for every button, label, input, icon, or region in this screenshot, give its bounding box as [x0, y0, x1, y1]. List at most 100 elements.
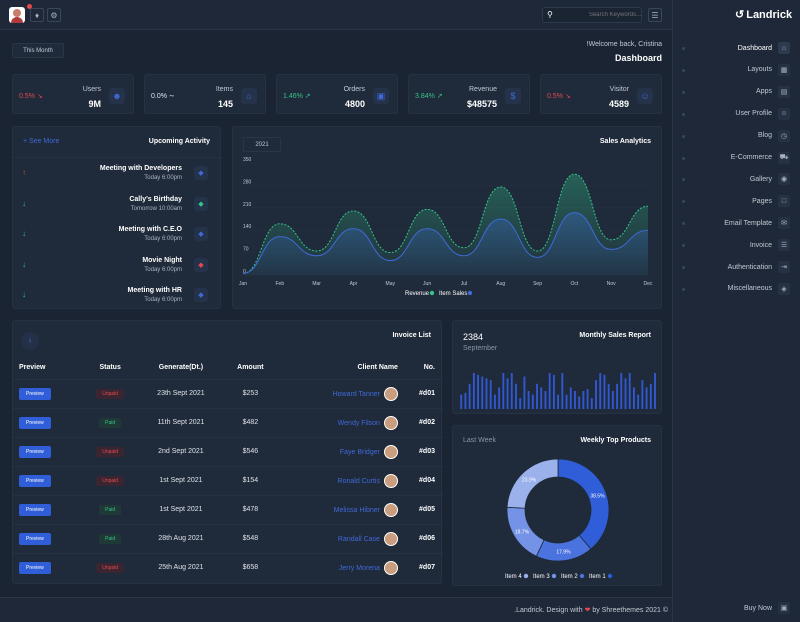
arrow-down-icon: ↓ [22, 198, 26, 208]
x-tick-label: Jan [239, 281, 247, 287]
search-box[interactable]: ⚲ [542, 7, 642, 23]
preview-button[interactable]: Preview [19, 532, 51, 545]
preview-button[interactable]: Preview [19, 387, 51, 400]
arrow-down-icon: ↓ [22, 290, 26, 299]
nav-bullet [682, 287, 685, 291]
client-name-link[interactable]: Faye Bridger [339, 448, 380, 456]
number-cell: #d05 [397, 494, 443, 524]
preview-cell: Preview [13, 494, 84, 524]
sidebar-item-user-profile[interactable]: User Profile ☺ [735, 107, 790, 120]
buy-now-button[interactable]: Buy Now ▣ [744, 602, 790, 614]
invoice-table: Preview Status Generate(Dt.) Amount Client N… [13, 357, 443, 582]
see-more-link[interactable]: + See More [23, 138, 60, 145]
activity-time: Tomorrow 10:00am [130, 205, 182, 212]
amount-cell: $658 [225, 552, 276, 582]
client-name-link[interactable]: Melissa Hibner [333, 506, 380, 514]
avatar [383, 386, 398, 401]
sales-chart: 0 70 140 210 280 350 Jan Feb Mar Apr May Jun Jul Aug S… [239, 157, 653, 297]
sidebar-item-email-template[interactable]: Email Template ✉ [724, 217, 790, 230]
preview-button[interactable]: Preview [19, 445, 51, 458]
sidebar-item-layouts[interactable]: Layouts ▦ [747, 63, 790, 76]
preview-cell: Preview [13, 465, 84, 495]
stat-change-value: 0.5% [547, 93, 563, 100]
slice-label: 38.5% [590, 494, 605, 500]
sidebar-item-e-commerce[interactable]: E-Commerce ⛟ [731, 151, 790, 164]
sidebar-item-label: Pages [752, 197, 772, 205]
x-tick-label: Jul [461, 281, 467, 287]
trend-flat-icon: ∼ [166, 93, 175, 100]
bar [544, 391, 547, 409]
sidebar-item-blog[interactable]: Blog ◷ [757, 129, 790, 142]
invoice-title: Invoice List [392, 332, 431, 339]
brand-logo[interactable]: ↺ Landrick [735, 8, 792, 22]
client-name-link[interactable]: Wendy Filson [337, 419, 380, 427]
sidebar-item-pages[interactable]: Pages □ [752, 195, 790, 208]
x-tick-label: Mar [312, 281, 321, 287]
trend-down-icon: ↘ [562, 93, 571, 100]
heart-icon: ❤ [584, 607, 591, 614]
activity-item[interactable]: ↓ Cally's Birthday Tomorrow 10:00am ◆ [12, 193, 218, 221]
preview-button[interactable]: Preview [19, 474, 51, 487]
users-icon: ☻ [109, 88, 125, 104]
sidebar-item-invoice[interactable]: Invoice ☰ [750, 239, 790, 252]
nav-bullet [682, 266, 685, 269]
preview-button[interactable]: Preview [19, 416, 51, 429]
client-name-link[interactable]: Howard Tanner [332, 390, 380, 398]
client-name-link[interactable]: Jerry Morena [338, 564, 380, 572]
status-cell: Unpaid [83, 465, 137, 495]
sidebar-item-label: Blog [757, 132, 772, 140]
stat-label: Revenue [468, 86, 497, 93]
x-tick-label: Jun [423, 281, 431, 287]
sidebar: ↺ Landrick Buy Now ▣ Dashboard ⌂ Layouts ▦ A… [672, 0, 800, 622]
user-icon: ☺ [778, 107, 790, 120]
pie-slice [557, 458, 610, 550]
activity-item[interactable]: ↓ Meeting with C.E.O Today 6:00pm ◆ [12, 223, 218, 251]
period-select[interactable]: This Month [12, 43, 64, 58]
column-header: Status [99, 364, 121, 372]
menu-icon[interactable]: ☰ [648, 8, 662, 22]
number-cell: #d06 [397, 523, 443, 553]
activity-item[interactable]: ↓ Meeting with HR Today 6:00pm ◆ [12, 284, 218, 312]
bar [641, 380, 644, 409]
search-icon: ⚲ [547, 10, 553, 19]
pie-slice [506, 458, 559, 509]
activity-title: Upcoming Activity [148, 138, 210, 145]
client-cell: Faye Bridger [275, 436, 398, 466]
bar [527, 391, 530, 409]
table-row: Preview Unpaid 1st Sept 2021 $154 Ronald Cur… [13, 465, 443, 495]
activity-name: Meeting with C.E.O [118, 226, 182, 233]
preview-cell: Preview [13, 523, 84, 553]
bell-icon[interactable]: ♦ [30, 8, 44, 22]
sidebar-item-dashboard[interactable]: Dashboard ⌂ [738, 42, 790, 54]
apps-icon: ▤ [778, 85, 790, 98]
year-select[interactable]: 2021 [243, 137, 281, 152]
bar [649, 383, 652, 409]
info-icon[interactable]: i [21, 332, 39, 350]
table-row: Preview Paid 28th Aug 2021 $548 Randall Case… [13, 523, 443, 553]
bar [557, 394, 560, 409]
sidebar-item-miscellaneous[interactable]: Miscellaneous ◈ [728, 282, 790, 295]
status-cell: Unpaid [83, 378, 137, 408]
stat-value: $48575 [466, 99, 497, 109]
sidebar-item-gallery[interactable]: Gallery ◉ [750, 173, 790, 186]
preview-button[interactable]: Preview [19, 503, 51, 516]
bar [645, 387, 648, 409]
settings-icon[interactable]: ⚙ [47, 8, 61, 22]
sidebar-item-apps[interactable]: Apps ▤ [756, 85, 790, 98]
bar [485, 378, 488, 409]
client-name-link[interactable]: Randall Case [337, 535, 380, 543]
profile-avatar[interactable] [9, 7, 25, 23]
x-tick-label: Nov [607, 281, 616, 287]
search-input[interactable] [557, 9, 641, 21]
legend-label: Revenue [405, 291, 430, 297]
activity-time: Today 6:00pm [144, 297, 182, 303]
status-cell: Paid [83, 494, 137, 524]
activity-item[interactable]: ↓ Movie Night Today 6:00pm ◆ [12, 254, 218, 282]
activity-item[interactable]: ↑ Meeting with Developers Today 6:00pm ◆ [12, 162, 218, 190]
mail-icon: ✉ [778, 217, 790, 230]
sidebar-item-authentication[interactable]: Authentication ⇥ [728, 261, 790, 273]
client-name-link[interactable]: Ronald Curtis [337, 477, 380, 485]
preview-button[interactable]: Preview [19, 561, 51, 574]
bar [468, 383, 471, 409]
status-badge: Paid [99, 504, 122, 515]
